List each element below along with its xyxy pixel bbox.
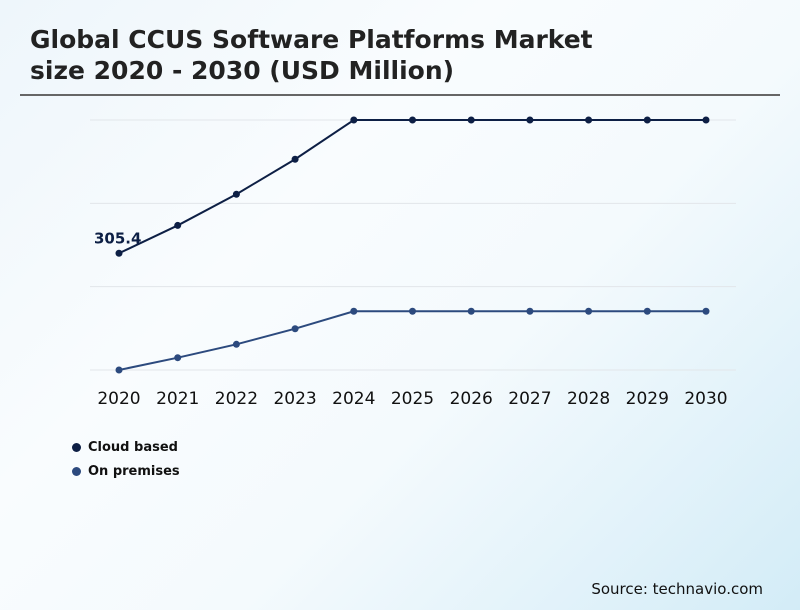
x-tick-label: 2028 (567, 389, 610, 409)
series-line-onprem (118, 310, 706, 371)
x-tick-label: 2029 (626, 389, 669, 409)
title-divider (20, 94, 780, 96)
data-point (350, 116, 358, 124)
data-point (409, 116, 416, 124)
x-tick-label: 2023 (273, 389, 316, 409)
data-point (291, 325, 299, 333)
x-tick-label: 2030 (684, 389, 727, 409)
data-point (174, 221, 182, 229)
data-point (702, 307, 710, 315)
legend-marker-onprem (72, 466, 81, 476)
title-line-2: size 2020 - 2030 (USD Million) (30, 56, 455, 85)
data-point (467, 116, 475, 124)
data-point (115, 249, 123, 257)
x-tick-label: 2025 (391, 389, 434, 409)
data-point (409, 307, 416, 315)
legend-item-cloud[interactable]: Cloud based (72, 435, 180, 459)
data-point (467, 307, 475, 315)
legend-item-onprem[interactable]: On premises (72, 459, 180, 483)
data-point (526, 116, 534, 124)
x-tick-label: 2024 (332, 389, 375, 409)
data-point (526, 307, 534, 315)
x-tick-label: 2021 (156, 389, 199, 409)
legend-marker-cloud (72, 442, 81, 452)
data-point (115, 366, 123, 374)
data-point (291, 155, 299, 163)
series-line-cloud (118, 119, 706, 255)
legend-label-onprem: On premises (88, 463, 180, 479)
x-tick-label: 2020 (97, 389, 140, 409)
data-point (350, 307, 358, 315)
data-point (643, 307, 651, 315)
data-point (174, 354, 182, 362)
data-point (585, 116, 593, 124)
data-point (232, 340, 240, 348)
chart-title: Global CCUS Software Platforms Market siz… (30, 24, 593, 86)
x-tick-label: 2022 (215, 389, 258, 409)
data-point (232, 190, 240, 198)
source-credit: Source: technavio.com (591, 580, 763, 598)
data-point (585, 307, 593, 315)
data-point (643, 116, 651, 124)
legend: Cloud based On premises (72, 435, 180, 483)
data-point (702, 116, 710, 124)
legend-label-cloud: Cloud based (88, 439, 178, 455)
title-line-1: Global CCUS Software Platforms Market (30, 25, 593, 54)
x-tick-label: 2027 (508, 389, 551, 409)
x-tick-label: 2026 (450, 389, 493, 409)
data-label: 305.4 (94, 229, 141, 247)
